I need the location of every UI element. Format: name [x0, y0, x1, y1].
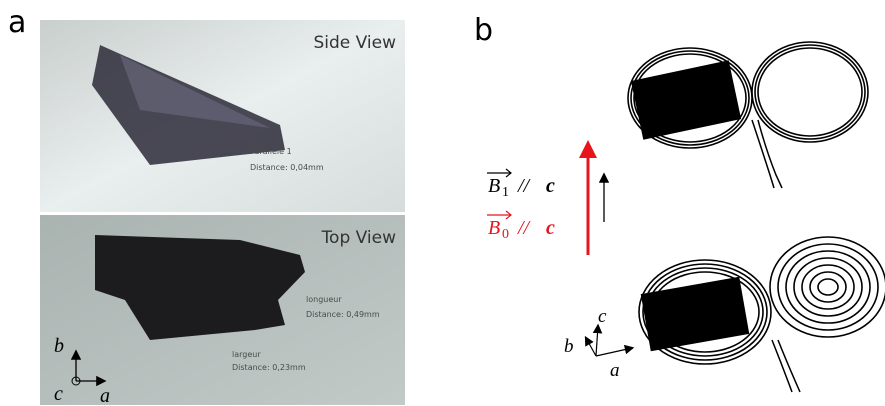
field-axis: c — [546, 175, 555, 197]
annotation: longueur — [306, 295, 342, 304]
field-parallel: // — [517, 217, 532, 239]
photo-title: Side View — [313, 33, 396, 53]
axis-label: c — [598, 306, 607, 327]
axis-arrow — [595, 344, 635, 357]
crystal-top — [95, 235, 305, 340]
wire — [771, 339, 801, 393]
coil-bottom — [638, 236, 885, 365]
annotation: Distance: 0,23mm — [232, 363, 306, 372]
axis-label: b — [54, 335, 64, 357]
field-labels: B 1//cB 0//c — [487, 168, 555, 242]
coil-top — [627, 41, 869, 149]
axis-label: c — [54, 383, 63, 405]
annotation: Distance: 0,49mm — [306, 310, 380, 319]
annotation: largeur — [232, 350, 261, 359]
axis-label: a — [100, 385, 110, 406]
field-index: 1 — [502, 185, 509, 200]
vector-arrow-head — [505, 210, 512, 220]
sample — [630, 60, 742, 140]
vector-arrow-head — [505, 168, 512, 178]
wire — [751, 119, 783, 189]
annotation: Distance: 0,04mm — [250, 163, 324, 172]
axis-arrow — [584, 335, 597, 357]
annotation: Parallèle 1 — [250, 146, 292, 156]
field-axis: c — [546, 217, 555, 239]
field-parallel: // — [517, 175, 532, 197]
axis-origin — [71, 376, 81, 386]
axis-label: b — [564, 336, 574, 357]
field-vector: B — [488, 217, 500, 239]
sample — [640, 276, 750, 352]
panel-label: a — [8, 5, 26, 40]
panel-label: b — [474, 13, 493, 48]
photo-title: Top View — [321, 228, 397, 248]
axis-label: a — [610, 360, 620, 381]
field-vector: B — [488, 175, 500, 197]
crystal-reflection — [120, 55, 270, 128]
axis-arrow — [592, 323, 603, 357]
field-index: 0 — [502, 227, 509, 242]
